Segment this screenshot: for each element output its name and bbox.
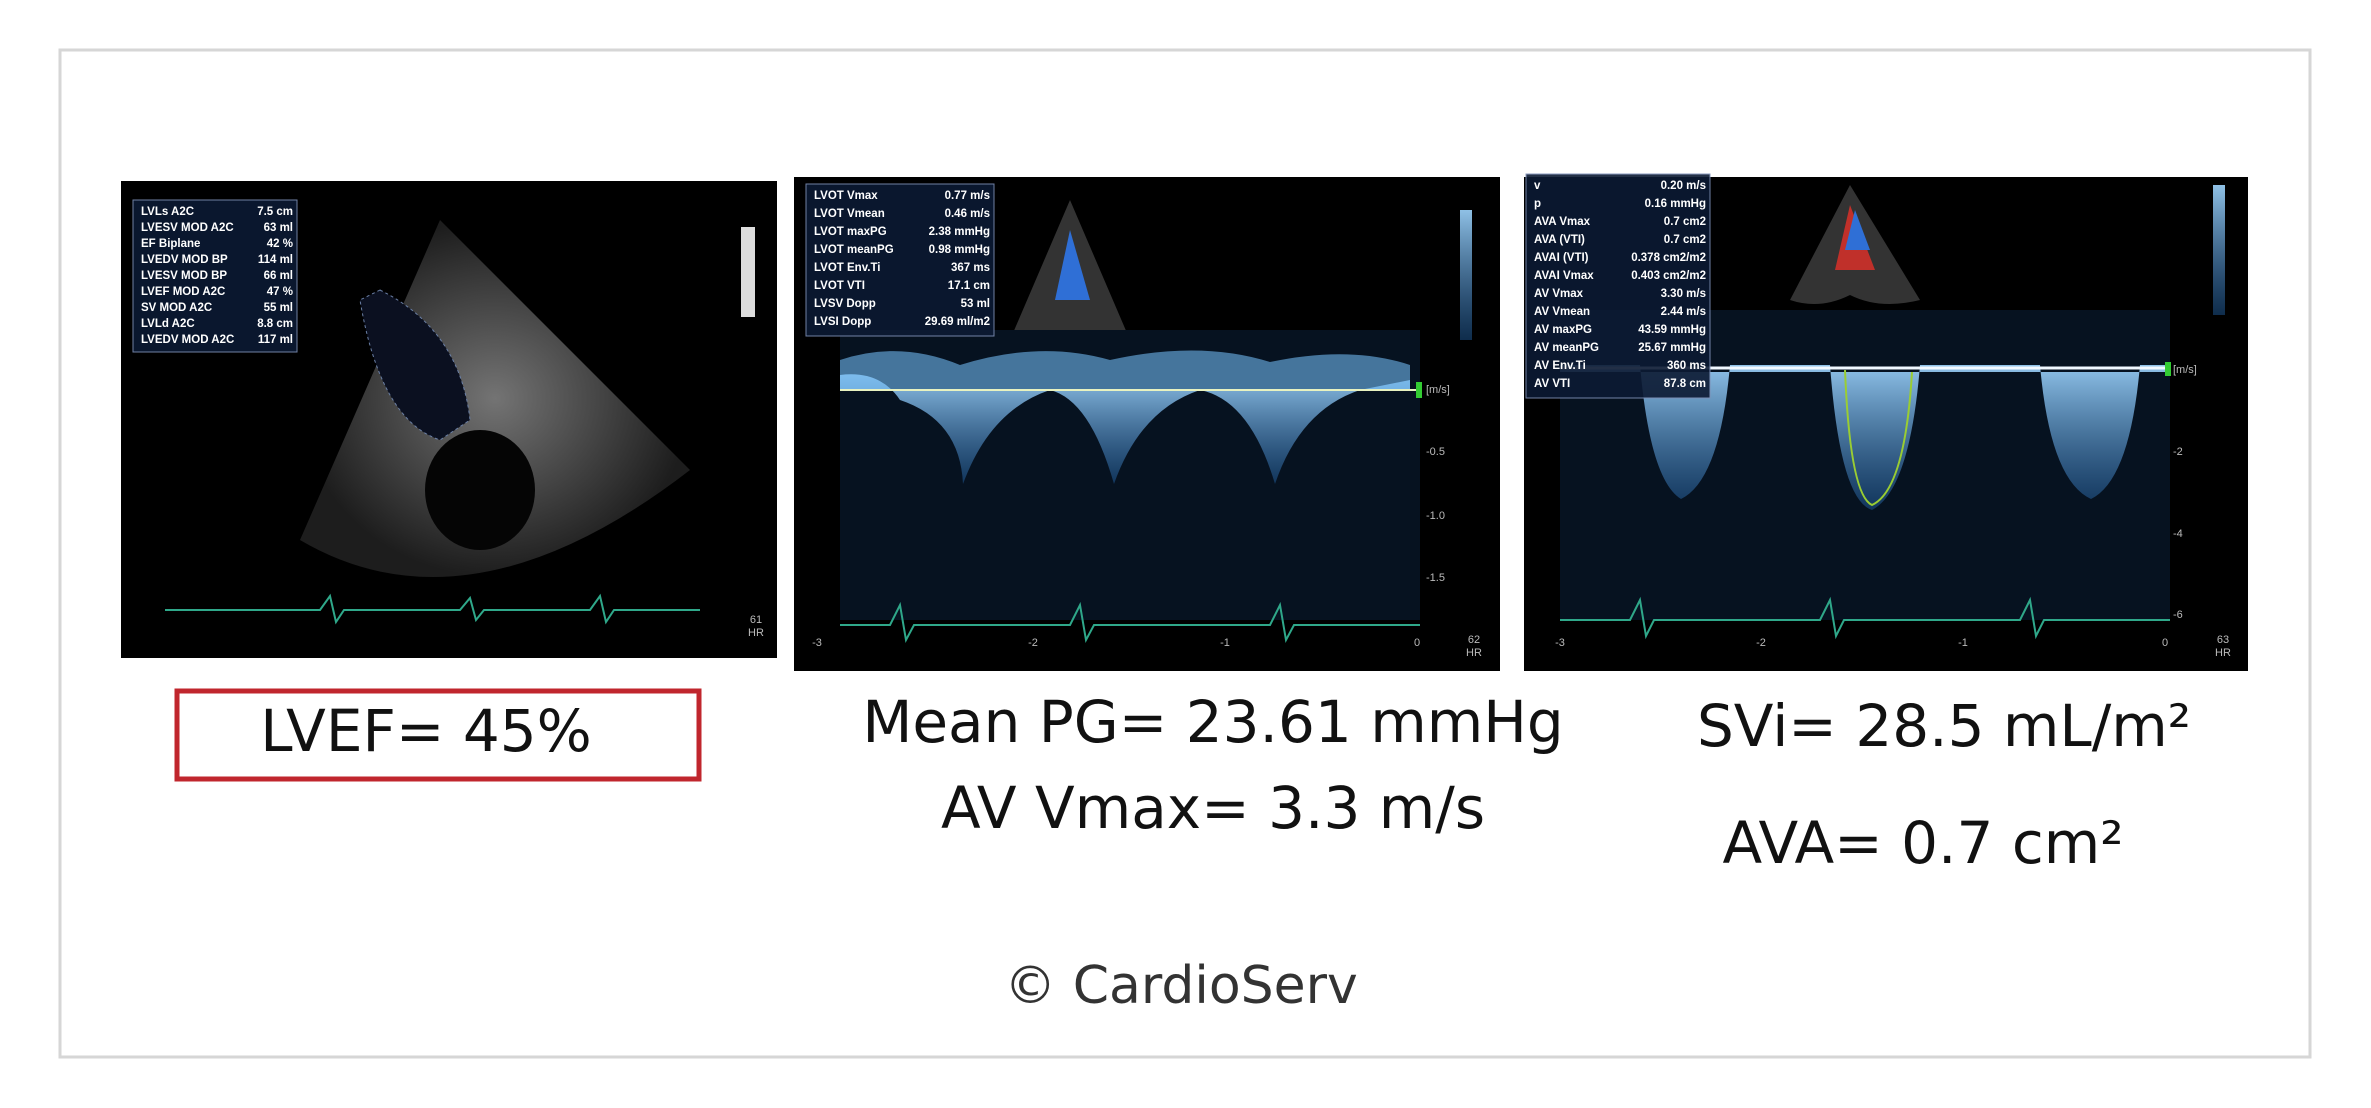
measurement-value: 0.77 m/s [945,190,990,202]
measurement-label: AV Env.Ti [1534,360,1586,372]
measurement-value: 0.20 m/s [1661,180,1706,192]
measurement-value: 0.378 cm2/m2 [1631,252,1706,264]
measurement-label: p [1534,198,1541,210]
measurement-table [1525,173,1711,399]
measurement-value: 63 ml [264,222,293,234]
highlight-box [174,688,702,782]
measurement-value: 2.44 m/s [1661,306,1706,318]
measurement-value: 360 ms [1667,360,1706,372]
measurement-value: 3.30 m/s [1661,288,1706,300]
measurement-label: LVOT Env.Ti [814,262,880,274]
measurement-label: LVOT maxPG [814,226,887,238]
axis-label: [m/s] [1426,384,1450,396]
axis-label: -3 [812,637,822,649]
measurement-label: AV maxPG [1534,324,1592,336]
measurement-value: 0.7 cm2 [1664,216,1706,228]
measurement-value: 17.1 cm [948,280,990,292]
measurement-value: 29.69 ml/m2 [925,316,990,328]
caption: LVEF= 45% [260,697,592,765]
doppler-panel [1524,177,2248,671]
measurement-value: 114 ml [258,254,293,266]
measurement-value: 47 % [267,286,293,298]
axis-label: -1.0 [1426,510,1445,522]
measurement-table [805,183,995,337]
heart-rate-unit: HR [1466,647,1482,659]
measurement-value: 55 ml [264,302,293,314]
measurement-label: LVSV Dopp [814,298,876,310]
measurement-label: LVEF MOD A2C [141,286,225,298]
measurement-value: 0.98 mmHg [929,244,990,256]
measurement-label: LVOT VTI [814,280,865,292]
measurement-value: 117 ml [258,334,293,346]
axis-label: -1 [1220,637,1230,649]
heart-rate-unit: HR [748,627,764,639]
caption: AV Vmax= 3.3 m/s [941,774,1485,842]
caption: Mean PG= 23.61 mmHg [862,688,1563,756]
heart-rate: 63 [2217,634,2229,646]
axis-label: -1 [1958,637,1968,649]
measurement-table [132,199,298,353]
measurement-label: AV Vmean [1534,306,1590,318]
measurement-value: 0.403 cm2/m2 [1631,270,1706,282]
measurement-label: v [1534,180,1541,192]
axis-label: -4 [2173,528,2183,540]
axis-label: -0.5 [1426,446,1445,458]
heart-rate-unit: HR [2215,647,2231,659]
measurement-value: 0.46 m/s [945,208,990,220]
measurement-label: LVOT meanPG [814,244,894,256]
heart-rate: 61 [750,614,762,626]
measurement-label: AVA (VTI) [1534,234,1585,246]
measurement-value: 7.5 cm [257,206,293,218]
doppler-panel [794,177,1500,671]
axis-label: -2 [1028,637,1038,649]
axis-label: -1.5 [1426,572,1445,584]
axis-label: -3 [1555,637,1565,649]
measurement-label: EF Biplane [141,238,200,250]
caption: SVi= 28.5 mL/m² [1697,692,2191,760]
copyright: © CardioServ [1004,956,1358,1016]
measurement-value: 53 ml [961,298,990,310]
axis-label: -2 [1756,637,1766,649]
measurement-value: 367 ms [951,262,990,274]
axis-label: -6 [2173,609,2183,621]
axis-label: 0 [2162,637,2168,649]
axis-label: 0 [1414,637,1420,649]
measurement-value: 66 ml [264,270,293,282]
measurement-label: LVOT Vmean [814,208,885,220]
measurement-label: AV VTI [1534,378,1570,390]
measurement-label: AVAI (VTI) [1534,252,1589,264]
measurement-label: AV meanPG [1534,342,1599,354]
heart-rate: 62 [1468,634,1480,646]
measurement-label: LVOT Vmax [814,190,878,202]
measurement-label: LVLd A2C [141,318,195,330]
overlays: LVLs A2C 7.5 cm LVESV MOD A2C 63 ml EF Bipla… [132,173,2231,659]
measurement-value: 87.8 cm [1664,378,1706,390]
measurement-label: LVESV MOD A2C [141,222,234,234]
measurement-value: 25.67 mmHg [1638,342,1706,354]
measurement-label: LVESV MOD BP [141,270,227,282]
measurement-label: LVEDV MOD BP [141,254,228,266]
measurement-value: 42 % [267,238,293,250]
measurement-label: AVA Vmax [1534,216,1591,228]
measurement-value: 0.16 mmHg [1645,198,1706,210]
caption: AVA= 0.7 cm² [1723,809,2124,877]
measurement-label: AV Vmax [1534,288,1584,300]
measurement-value: 0.7 cm2 [1664,234,1706,246]
measurement-label: AVAI Vmax [1534,270,1594,282]
axis-label: -2 [2173,446,2183,458]
measurement-value: 43.59 mmHg [1638,324,1706,336]
measurement-label: LVLs A2C [141,206,194,218]
measurement-label: LVSI Dopp [814,316,871,328]
measurement-label: SV MOD A2C [141,302,212,314]
measurement-value: 2.38 mmHg [929,226,990,238]
measurement-value: 8.8 cm [257,318,293,330]
measurement-label: LVEDV MOD A2C [141,334,234,346]
axis-label: [m/s] [2173,364,2197,376]
